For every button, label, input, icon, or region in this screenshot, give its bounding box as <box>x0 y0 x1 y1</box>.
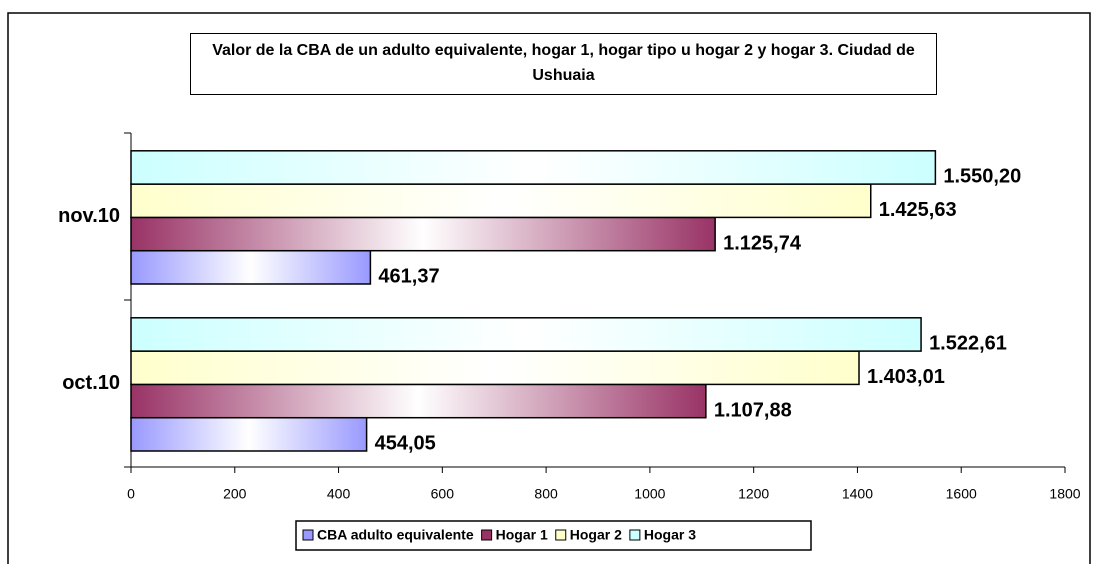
bar <box>130 317 922 352</box>
legend-swatch <box>481 529 493 541</box>
x-tick-label: 0 <box>127 486 135 502</box>
x-tick-label: 400 <box>327 486 351 502</box>
x-tick-label: 1400 <box>842 486 873 502</box>
legend-label: Hogar 3 <box>644 527 696 543</box>
chart-frame <box>7 12 1091 564</box>
data-label: 454,05 <box>375 433 436 455</box>
legend-label: Hogar 1 <box>496 527 548 543</box>
data-label: 461,37 <box>378 266 439 288</box>
x-tick-label: 600 <box>431 486 455 502</box>
bar <box>130 416 368 452</box>
data-label: 1.425,63 <box>879 199 957 221</box>
x-tick-label: 1800 <box>1049 486 1080 502</box>
x-tick-label: 1000 <box>634 486 665 502</box>
chart-title: Valor de la CBA de un adulto equivalente… <box>190 33 937 95</box>
data-label: 1.403,01 <box>867 366 945 388</box>
x-tick-label: 800 <box>534 486 558 502</box>
bar <box>130 383 707 419</box>
bar <box>130 183 872 219</box>
y-tick-label: oct.10 <box>62 372 120 394</box>
bar <box>130 350 860 386</box>
x-tick-label: 1200 <box>738 486 769 502</box>
bar <box>130 249 372 285</box>
legend-label: CBA adulto equivalente <box>317 527 474 543</box>
legend-swatch <box>302 529 314 541</box>
legend-swatch <box>555 529 567 541</box>
legend-label: Hogar 2 <box>570 527 622 543</box>
bar <box>130 150 937 185</box>
x-tick-label: 200 <box>223 486 247 502</box>
data-label: 1.107,88 <box>714 399 792 421</box>
legend-swatch <box>629 529 641 541</box>
x-tick-label: 1600 <box>946 486 977 502</box>
legend-box <box>295 520 812 551</box>
y-tick-label: nov.10 <box>58 205 120 227</box>
data-label: 1.550,20 <box>943 166 1021 188</box>
bar <box>130 216 716 252</box>
data-label: 1.125,74 <box>723 232 802 254</box>
data-label: 1.522,61 <box>929 333 1007 355</box>
